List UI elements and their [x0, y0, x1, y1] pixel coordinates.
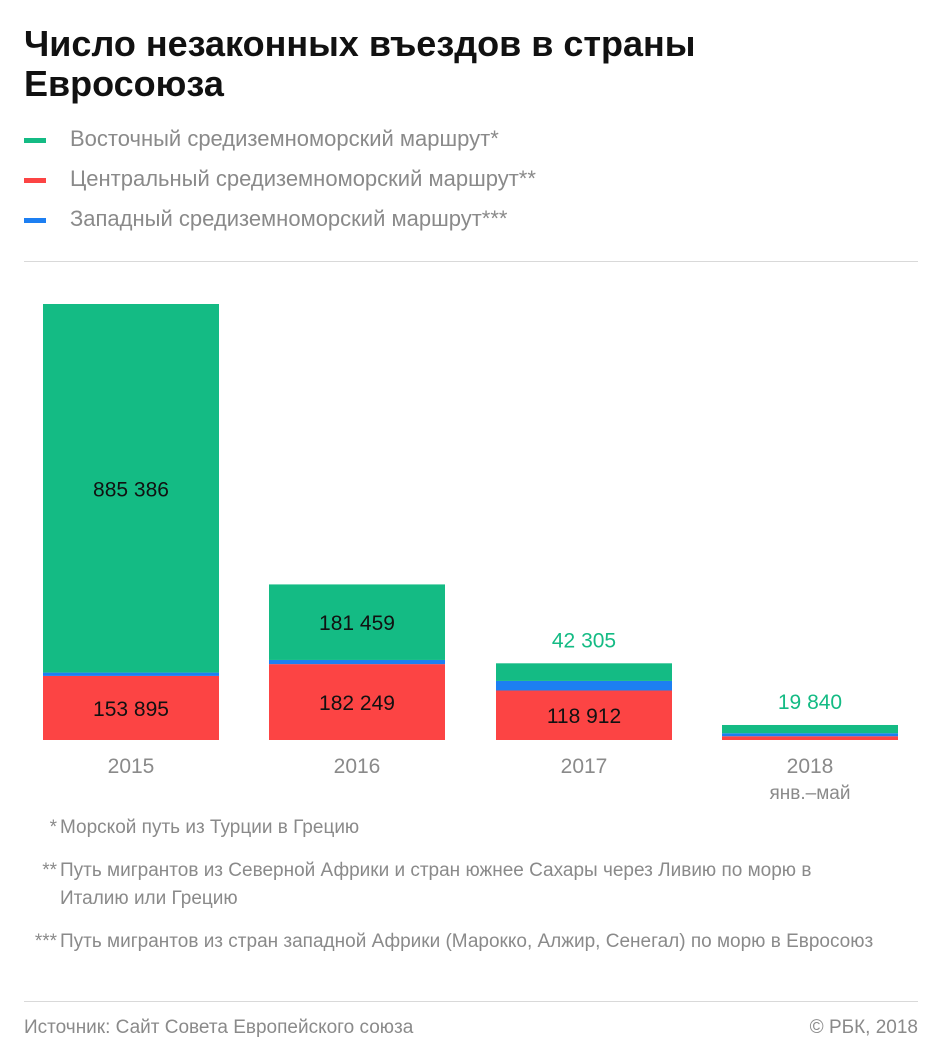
legend-swatch-central	[24, 177, 46, 183]
data-label-2017-0: 118 912	[547, 705, 621, 728]
footnote-1: * Морской путь из Турции в Грецию	[0, 814, 945, 842]
bar-2015-series-0	[43, 675, 219, 740]
x-tick-2017: 2017	[561, 755, 608, 778]
bar-2015-series-1	[43, 672, 219, 676]
legend-label-eastern: Восточный средиземноморский маршрут*	[70, 126, 499, 151]
footnotes: * Морской путь из Турции в Грецию ** Пут…	[0, 814, 945, 956]
legend-swatch-eastern	[24, 137, 46, 143]
x-tick-2015: 2015	[108, 755, 155, 778]
copyright: © РБК, 2018	[809, 1017, 918, 1038]
bar-2016-series-0	[269, 664, 445, 740]
data-label-2018-2: 19 840	[778, 691, 842, 714]
footnote-1-mark: *	[49, 817, 57, 838]
legend-item-western: Западный средиземноморский маршрут***	[24, 199, 536, 239]
data-label-2015-0: 153 895	[93, 698, 169, 721]
footnote-2-mark: **	[42, 860, 57, 881]
footnote-2: ** Путь мигрантов из Северной Африки и с…	[0, 857, 945, 913]
data-label-2016-2: 181 459	[319, 612, 395, 635]
chart-title: Число незаконных въездов в страны Евросо…	[24, 23, 696, 104]
bar-2017-series-0	[496, 690, 672, 740]
legend-label-central: Центральный средиземноморский маршрут**	[70, 166, 536, 191]
top-divider	[24, 261, 918, 262]
bar-2016-series-2	[269, 584, 445, 660]
legend: Восточный средиземноморский маршрут* Цен…	[24, 119, 536, 239]
bar-2017-series-2	[496, 663, 672, 681]
bar-2016-series-1	[269, 659, 445, 665]
footnote-2-text: Путь мигрантов из Северной Африки и стра…	[60, 860, 812, 909]
data-label-2015-2: 885 386	[93, 478, 169, 501]
legend-item-eastern: Восточный средиземноморский маршрут*	[24, 119, 536, 159]
bar-2017-series-1	[496, 680, 672, 691]
bar-chart: 2015 2016 2017 2018 янв.–май 885 386 153 895 18…	[43, 304, 898, 804]
bar-2018-series-2	[722, 724, 898, 734]
legend-label-western: Западный средиземноморский маршрут***	[70, 206, 508, 231]
bar-2015-series-2	[43, 304, 219, 673]
footnote-3-text: Путь мигрантов из стран западной Африки …	[60, 931, 874, 952]
bar-2018-series-0	[722, 736, 898, 740]
bar-2018-series-1	[722, 733, 898, 737]
data-label-2017-2: 42 305	[552, 629, 616, 652]
bottom-divider	[24, 1001, 918, 1002]
footnote-3-mark: ***	[34, 931, 57, 952]
x-tick-sublabel-2018: янв.–май	[770, 783, 851, 804]
legend-item-central: Центральный средиземноморский маршрут**	[24, 159, 536, 199]
footnote-3: *** Путь мигрантов из стран западной Афр…	[0, 928, 945, 956]
data-label-2016-0: 182 249	[319, 692, 395, 715]
source-note: Источник: Сайт Совета Европейского союза	[24, 1017, 414, 1038]
legend-swatch-western	[24, 217, 46, 223]
footnote-1-text: Морской путь из Турции в Грецию	[60, 817, 360, 838]
x-tick-2016: 2016	[334, 755, 381, 778]
x-tick-2018: 2018	[787, 755, 834, 778]
